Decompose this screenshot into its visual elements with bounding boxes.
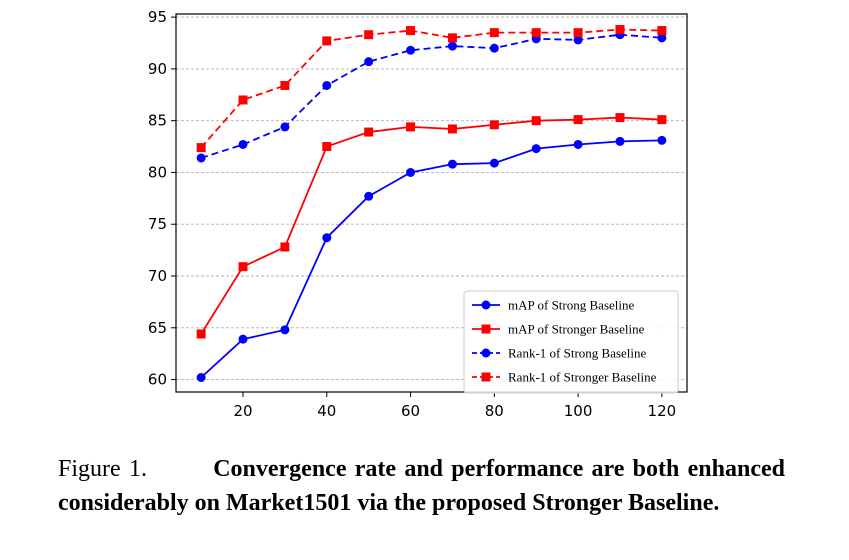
plot-frame [175, 13, 688, 393]
ytick-label-85: 85 [148, 112, 167, 130]
series-1-point-100 [573, 139, 583, 149]
series-1-point-90 [531, 144, 541, 154]
series-2-point-70 [447, 124, 457, 134]
series-1-point-120 [657, 135, 667, 145]
series-1-point-10 [196, 373, 206, 383]
series-2-point-110 [615, 113, 625, 123]
series-2-point-80 [489, 120, 499, 130]
series-4-point-30 [280, 80, 290, 90]
series-4-point-50 [364, 30, 374, 40]
series-1-point-80 [489, 158, 499, 168]
series-3-point-60 [406, 45, 416, 55]
caption-label: Figure 1. [58, 456, 147, 482]
series-3 [196, 30, 667, 163]
series-2-point-40 [322, 142, 332, 152]
series-3-point-30 [280, 122, 290, 132]
series-2-point-10 [196, 329, 206, 339]
xtick-label-40: 40 [317, 402, 336, 420]
series-4-point-80 [489, 28, 499, 38]
series-1-point-30 [280, 325, 290, 335]
series-1-point-60 [406, 167, 416, 177]
caption-text: Convergence rate and performance are bot… [58, 456, 785, 516]
series-1-point-70 [447, 159, 457, 169]
legend-label-4: Rank-1 of Stronger Baseline [508, 370, 657, 385]
series-1-point-20 [238, 334, 248, 344]
axes: 60 65 70 75 80 85 90 95 20 40 60 80 100 120 [148, 8, 676, 420]
ytick-label-95: 95 [148, 8, 167, 26]
figure-caption: Figure 1. Convergence rate and performan… [58, 452, 785, 520]
series-4-point-40 [322, 36, 332, 46]
series-2-point-30 [280, 242, 290, 252]
series-4-point-110 [615, 25, 625, 35]
legend-marker-3 [481, 348, 491, 358]
series-4 [196, 25, 667, 153]
xtick-label-100: 100 [564, 402, 593, 420]
series-1-point-110 [615, 136, 625, 146]
legend-label-1: mAP of Strong Baseline [508, 298, 634, 313]
series-1 [196, 135, 667, 383]
series-2-point-100 [573, 115, 583, 125]
series-1-line [200, 139, 662, 379]
series-2-point-60 [406, 122, 416, 132]
series-2-line [200, 116, 662, 335]
series-3-point-100 [573, 35, 583, 45]
series-3-point-70 [447, 41, 457, 51]
xtick-label-80: 80 [485, 402, 504, 420]
series-2-point-120 [657, 115, 667, 125]
series-layer [196, 25, 667, 383]
series-4-point-10 [196, 143, 206, 153]
xtick-label-20: 20 [233, 402, 252, 420]
ytick-label-60: 60 [148, 371, 167, 389]
series-1-point-50 [364, 191, 374, 201]
xtick-label-120: 120 [648, 402, 677, 420]
series-4-point-120 [657, 26, 667, 36]
series-3-point-10 [196, 153, 206, 163]
legend-marker-1 [481, 300, 491, 310]
series-3-line [200, 33, 662, 159]
legend-label-2: mAP of Stronger Baseline [508, 322, 645, 337]
series-3-point-40 [322, 80, 332, 90]
series-4-point-100 [573, 28, 583, 38]
xtick-label-60: 60 [401, 402, 420, 420]
series-3-point-20 [238, 139, 248, 149]
legend-box [463, 290, 679, 394]
line-chart: 60 65 70 75 80 85 90 95 20 40 60 80 100 120 mAP of St… [148, 8, 688, 420]
series-3-point-120 [657, 33, 667, 43]
series-2-point-50 [364, 127, 374, 137]
series-1-point-40 [322, 233, 332, 243]
grid-lines [176, 16, 687, 381]
series-4-point-20 [238, 95, 248, 105]
legend: mAP of Strong Baseline mAP of Stronger Ba… [463, 290, 679, 394]
series-3-point-50 [364, 57, 374, 67]
legend-marker-4 [481, 372, 491, 382]
legend-marker-2 [481, 324, 491, 334]
ytick-label-80: 80 [148, 163, 167, 181]
series-2-point-20 [238, 262, 248, 272]
ytick-label-90: 90 [148, 60, 167, 78]
ytick-label-70: 70 [148, 267, 167, 285]
series-4-point-60 [406, 26, 416, 36]
series-4-point-70 [447, 33, 457, 43]
ytick-label-65: 65 [148, 319, 167, 337]
series-4-point-90 [531, 28, 541, 38]
series-3-point-80 [489, 43, 499, 53]
series-2-point-90 [531, 116, 541, 126]
ytick-label-75: 75 [148, 215, 167, 233]
series-4-line [200, 28, 662, 149]
series-2 [196, 113, 667, 339]
legend-label-3: Rank-1 of Strong Baseline [508, 346, 647, 361]
